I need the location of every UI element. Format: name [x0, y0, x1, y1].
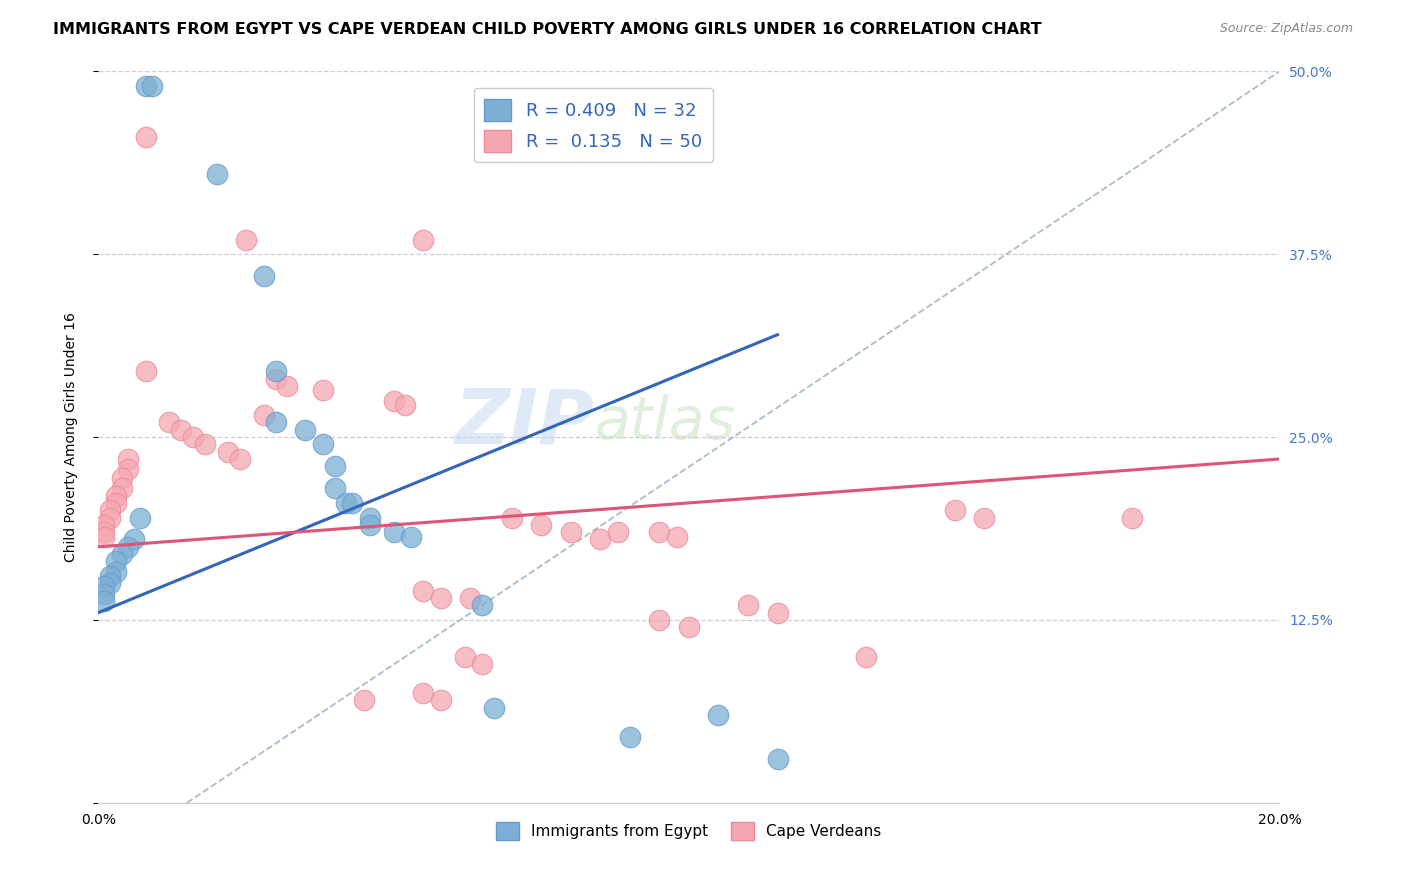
Text: IMMIGRANTS FROM EGYPT VS CAPE VERDEAN CHILD POVERTY AMONG GIRLS UNDER 16 CORRELA: IMMIGRANTS FROM EGYPT VS CAPE VERDEAN CH…	[53, 22, 1042, 37]
Point	[181, 430, 204, 444]
Point	[589, 533, 612, 547]
Point	[412, 583, 434, 598]
Point	[105, 496, 128, 510]
Point	[93, 579, 115, 593]
Text: atlas: atlas	[595, 394, 735, 451]
Y-axis label: Child Poverty Among Girls Under 16: Child Poverty Among Girls Under 16	[63, 312, 77, 562]
Text: ZIP: ZIP	[454, 385, 595, 459]
Point	[312, 384, 335, 398]
Point	[335, 496, 357, 510]
Point	[353, 693, 375, 707]
Point	[111, 481, 134, 495]
Point	[157, 416, 180, 430]
Point	[394, 398, 416, 412]
Point	[111, 547, 134, 561]
Point	[128, 510, 150, 524]
Point	[560, 525, 582, 540]
Point	[98, 510, 121, 524]
Point	[1121, 510, 1143, 524]
Point	[122, 533, 145, 547]
Point	[93, 586, 115, 600]
Point	[312, 437, 335, 451]
Point	[412, 686, 434, 700]
Point	[482, 700, 505, 714]
Point	[93, 594, 115, 608]
Point	[382, 525, 405, 540]
Point	[973, 510, 995, 524]
Point	[382, 393, 405, 408]
Point	[93, 530, 115, 544]
Point	[205, 167, 228, 181]
Point	[430, 591, 453, 605]
Point	[501, 510, 523, 524]
Point	[135, 364, 157, 378]
Point	[471, 599, 494, 613]
Point	[105, 489, 128, 503]
Point	[359, 517, 381, 532]
Point	[648, 613, 671, 627]
Point	[276, 379, 298, 393]
Point	[678, 620, 700, 634]
Point	[117, 540, 139, 554]
Point	[323, 481, 346, 495]
Point	[264, 371, 287, 385]
Point	[117, 452, 139, 467]
Point	[141, 78, 163, 93]
Point	[135, 78, 157, 93]
Text: Source: ZipAtlas.com: Source: ZipAtlas.com	[1219, 22, 1353, 36]
Point	[323, 459, 346, 474]
Point	[93, 525, 115, 540]
Point	[229, 452, 252, 467]
Point	[737, 599, 759, 613]
Point	[194, 437, 217, 451]
Point	[111, 471, 134, 485]
Point	[93, 517, 115, 532]
Point	[235, 233, 257, 247]
Point	[253, 408, 276, 422]
Point	[135, 130, 157, 145]
Point	[430, 693, 453, 707]
Point	[648, 525, 671, 540]
Point	[170, 423, 193, 437]
Point	[766, 752, 789, 766]
Point	[453, 649, 475, 664]
Point	[855, 649, 877, 664]
Point	[530, 517, 553, 532]
Point	[264, 416, 287, 430]
Point	[98, 503, 121, 517]
Point	[105, 565, 128, 579]
Point	[117, 462, 139, 476]
Point	[401, 530, 423, 544]
Point	[253, 269, 276, 284]
Point	[471, 657, 494, 671]
Point	[412, 233, 434, 247]
Point	[294, 423, 316, 437]
Point	[264, 364, 287, 378]
Point	[359, 510, 381, 524]
Point	[943, 503, 966, 517]
Point	[105, 554, 128, 568]
Legend: Immigrants from Egypt, Cape Verdeans: Immigrants from Egypt, Cape Verdeans	[491, 815, 887, 847]
Point	[98, 569, 121, 583]
Point	[342, 496, 364, 510]
Point	[707, 708, 730, 723]
Point	[666, 530, 689, 544]
Point	[766, 606, 789, 620]
Point	[460, 591, 482, 605]
Point	[98, 576, 121, 591]
Point	[619, 730, 641, 744]
Point	[607, 525, 630, 540]
Point	[217, 444, 239, 458]
